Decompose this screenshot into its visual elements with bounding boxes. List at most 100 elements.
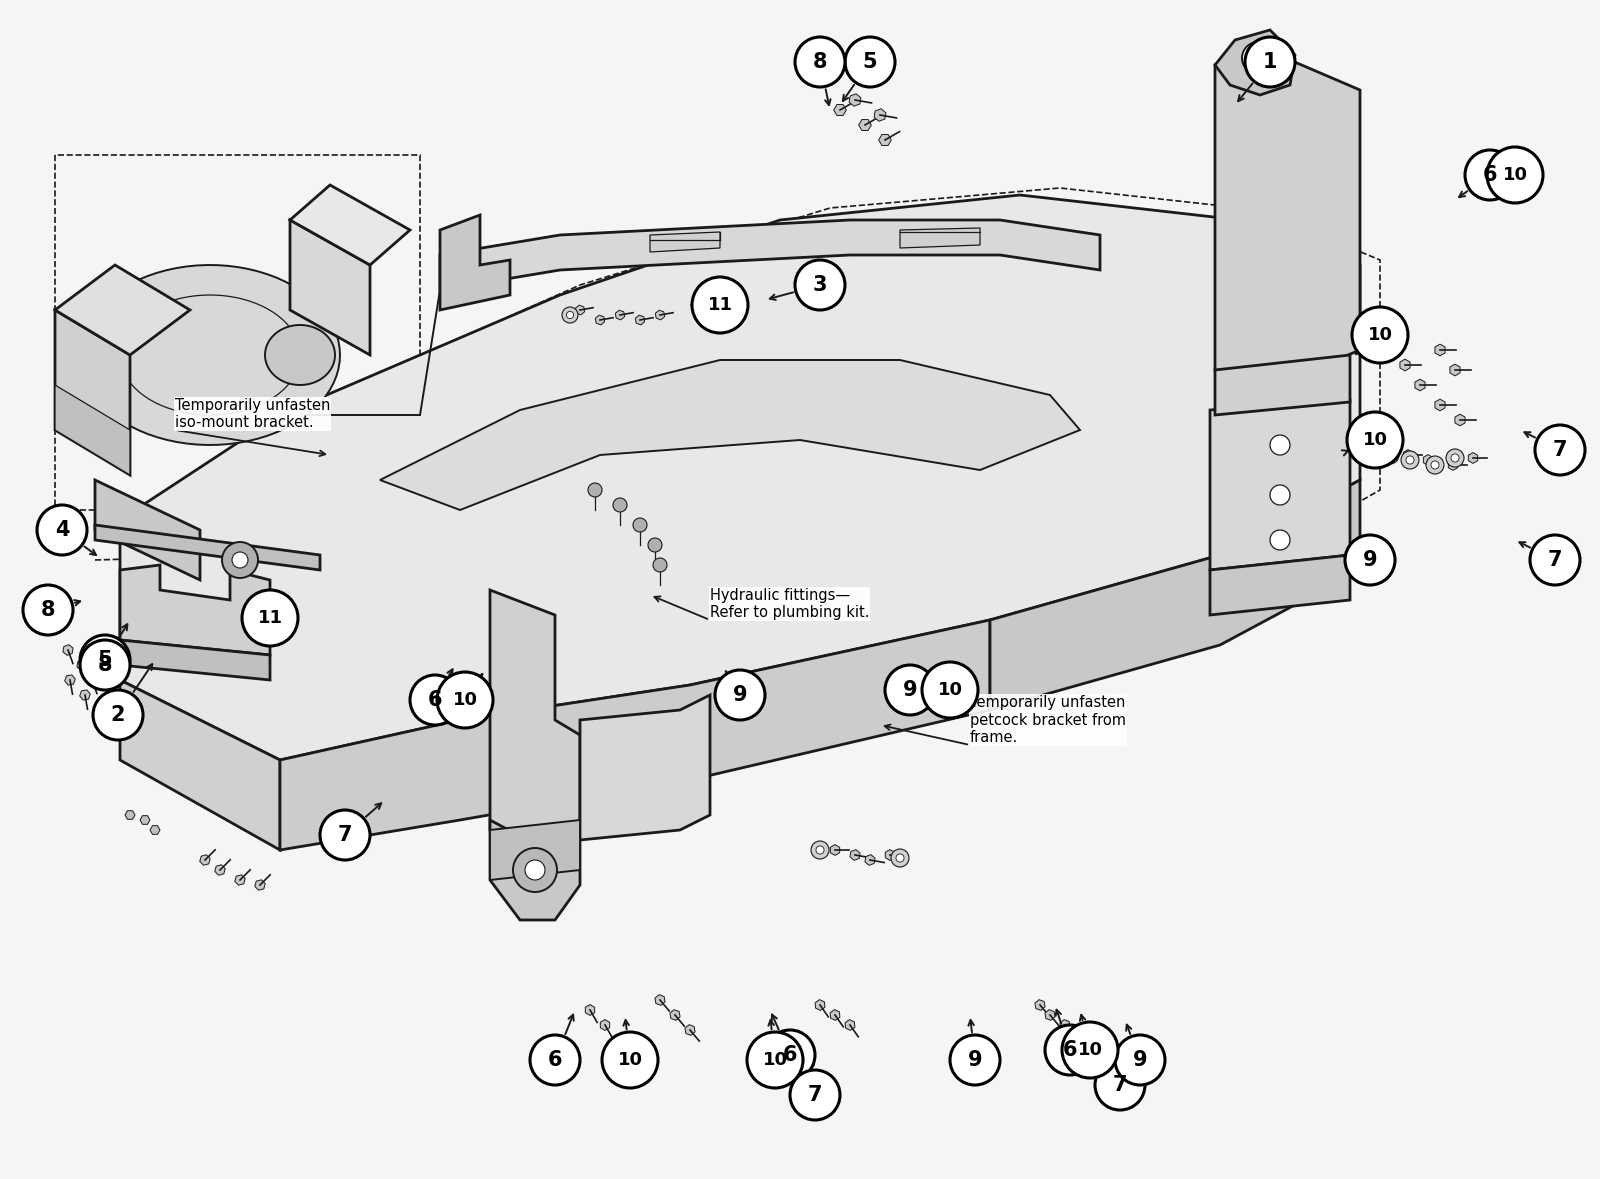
Circle shape (811, 841, 829, 859)
Text: 10: 10 (453, 691, 477, 709)
Polygon shape (86, 674, 98, 685)
Polygon shape (80, 265, 339, 444)
Circle shape (1245, 37, 1294, 87)
Polygon shape (54, 386, 130, 475)
Polygon shape (266, 325, 334, 386)
Polygon shape (1214, 29, 1294, 95)
Polygon shape (576, 305, 584, 315)
Polygon shape (830, 1009, 840, 1020)
Text: 7: 7 (808, 1085, 822, 1105)
Polygon shape (1059, 1020, 1070, 1030)
Polygon shape (1210, 555, 1350, 615)
Circle shape (613, 498, 627, 512)
Circle shape (1426, 456, 1443, 474)
Circle shape (765, 1030, 814, 1080)
Text: 8: 8 (813, 52, 827, 72)
Text: 1: 1 (1262, 52, 1277, 72)
Polygon shape (1414, 380, 1426, 391)
Text: 9: 9 (1363, 549, 1378, 569)
Polygon shape (830, 844, 840, 856)
Polygon shape (1214, 60, 1360, 375)
Polygon shape (1214, 355, 1350, 415)
Text: 10: 10 (763, 1050, 787, 1069)
Text: 9: 9 (733, 685, 747, 705)
Text: 9: 9 (902, 680, 917, 700)
Text: Temporarily unfasten
iso-mount bracket.: Temporarily unfasten iso-mount bracket. (174, 397, 330, 430)
Text: 7: 7 (1552, 440, 1568, 460)
Polygon shape (579, 694, 710, 839)
Polygon shape (120, 565, 270, 656)
Circle shape (232, 552, 248, 568)
Circle shape (242, 590, 298, 646)
Text: 10: 10 (1368, 327, 1392, 344)
Circle shape (891, 849, 909, 867)
Polygon shape (54, 310, 130, 475)
Circle shape (795, 261, 845, 310)
Polygon shape (859, 119, 872, 131)
Polygon shape (685, 1025, 694, 1035)
Polygon shape (1424, 455, 1432, 466)
Circle shape (1346, 535, 1395, 585)
Circle shape (80, 635, 130, 685)
Text: 10: 10 (1077, 1041, 1102, 1059)
Polygon shape (1035, 1000, 1045, 1010)
Circle shape (1352, 307, 1408, 363)
Polygon shape (650, 232, 720, 252)
Circle shape (1381, 446, 1398, 465)
Polygon shape (94, 480, 200, 580)
Text: 10: 10 (618, 1050, 643, 1069)
Polygon shape (845, 1020, 854, 1030)
Text: 3: 3 (813, 275, 827, 295)
Text: 9: 9 (968, 1050, 982, 1071)
Circle shape (1430, 461, 1438, 469)
Circle shape (715, 670, 765, 720)
Circle shape (816, 847, 824, 854)
Polygon shape (1448, 460, 1458, 470)
Polygon shape (120, 640, 270, 680)
Text: 5: 5 (98, 650, 112, 670)
Circle shape (1270, 531, 1290, 549)
Text: 10: 10 (938, 681, 963, 699)
Text: 7: 7 (1547, 549, 1562, 569)
Text: 6: 6 (1483, 165, 1498, 185)
Text: 2: 2 (110, 705, 125, 725)
Polygon shape (990, 480, 1360, 710)
Polygon shape (616, 310, 624, 320)
Circle shape (845, 37, 894, 87)
Circle shape (22, 585, 74, 635)
Circle shape (1451, 454, 1459, 462)
Polygon shape (866, 855, 875, 865)
Polygon shape (125, 811, 134, 819)
Polygon shape (1469, 453, 1478, 463)
Text: 7: 7 (338, 825, 352, 845)
Circle shape (80, 640, 130, 690)
Text: 9: 9 (1133, 1050, 1147, 1071)
Polygon shape (280, 620, 990, 850)
Text: 8: 8 (40, 600, 56, 620)
Polygon shape (214, 864, 226, 875)
Circle shape (320, 810, 370, 859)
Circle shape (37, 505, 86, 555)
Text: 11: 11 (707, 296, 733, 314)
Polygon shape (77, 660, 86, 671)
Polygon shape (1435, 344, 1445, 356)
Circle shape (1486, 147, 1542, 203)
Polygon shape (141, 816, 150, 824)
Polygon shape (1454, 414, 1466, 426)
Polygon shape (1045, 1009, 1054, 1020)
Circle shape (1115, 1035, 1165, 1085)
Polygon shape (850, 94, 861, 106)
Polygon shape (290, 220, 370, 355)
Text: 10: 10 (1502, 166, 1528, 184)
Circle shape (589, 483, 602, 498)
Text: Temporarily unfasten
petcock bracket from
frame.: Temporarily unfasten petcock bracket fro… (970, 696, 1126, 745)
Text: 10: 10 (1363, 432, 1387, 449)
Polygon shape (1435, 400, 1445, 410)
Polygon shape (656, 310, 664, 320)
Polygon shape (814, 1000, 826, 1010)
Circle shape (1530, 535, 1581, 585)
Polygon shape (94, 525, 320, 569)
Polygon shape (600, 1020, 610, 1030)
Circle shape (795, 37, 845, 87)
Circle shape (634, 518, 646, 532)
